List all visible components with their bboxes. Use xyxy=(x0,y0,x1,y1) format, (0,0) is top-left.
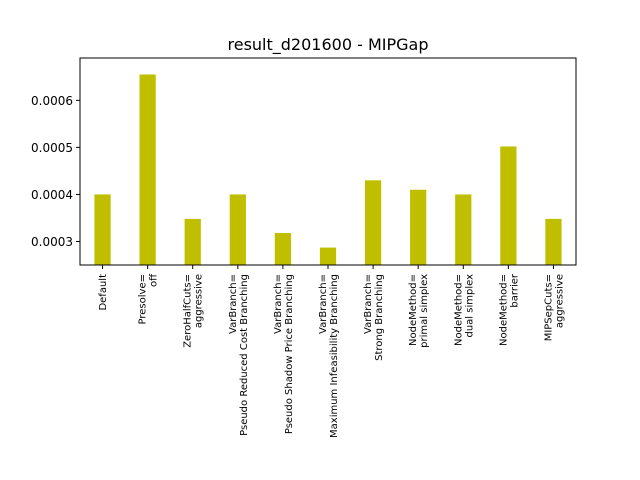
bar-9 xyxy=(500,146,517,265)
x-tick-label-line: NodeMethod= xyxy=(498,274,509,346)
bar-8 xyxy=(455,194,472,265)
x-tick-label: Presolve=off xyxy=(138,273,160,325)
x-tick-label-line: Presolve= xyxy=(138,274,149,324)
x-tick-label-line: VarBranch= xyxy=(318,274,329,334)
x-tick-label-line: off xyxy=(149,273,160,287)
x-tick-label: NodeMethod=primal simplex xyxy=(408,274,430,348)
x-tick-label-line: barrier xyxy=(509,273,520,307)
x-tick-label-line: MIPSepCuts= xyxy=(543,274,554,341)
bar-6 xyxy=(364,180,382,265)
x-tick-label-line: dual simplex xyxy=(464,274,475,338)
bar-7 xyxy=(410,189,427,265)
x-tick-label-line: aggressive xyxy=(194,274,205,328)
x-tick-label-line: Pseudo Reduced Cost Branching xyxy=(239,274,250,436)
x-tick-label-line: VarBranch= xyxy=(228,274,239,334)
x-tick-label-line: aggressive xyxy=(554,274,565,328)
bar-3 xyxy=(229,194,246,265)
bar-2 xyxy=(184,218,201,265)
x-tick-label: Default xyxy=(98,274,109,311)
x-tick-label-line: NodeMethod= xyxy=(453,274,464,346)
y-tick-label: 0.0003 xyxy=(31,235,73,249)
bar-4 xyxy=(274,233,292,265)
bar-0 xyxy=(94,194,111,265)
x-tick-label-line: Maximum Infeasibility Branching xyxy=(329,274,340,438)
y-tick-label: 0.0004 xyxy=(31,188,73,202)
x-tick-label-line: VarBranch= xyxy=(273,274,284,334)
x-tick-label-line: Pseudo Shadow Price Branching xyxy=(284,274,295,434)
x-tick-label-line: NodeMethod= xyxy=(408,274,419,346)
x-tick-label-line: VarBranch= xyxy=(363,274,374,334)
x-tick-label-line: Strong Branching xyxy=(374,274,385,361)
x-tick-label: VarBranch=Strong Branching xyxy=(363,274,385,361)
x-tick-label: NodeMethod=barrier xyxy=(498,273,520,346)
x-tick-label: NodeMethod=dual simplex xyxy=(453,274,475,346)
x-tick-label: MIPSepCuts=aggressive xyxy=(543,274,565,341)
x-axis: Default Presolve=off ZeroHalfCuts=aggressi… xyxy=(98,265,565,438)
x-tick-label: VarBranch=Pseudo Reduced Cost Branching xyxy=(228,274,250,436)
plot-frame xyxy=(79,57,577,266)
y-axis: 0.0003 0.0004 0.0005 0.0006 xyxy=(31,94,80,249)
y-tick-label: 0.0006 xyxy=(31,94,73,108)
x-tick-label-line: Default xyxy=(98,274,109,311)
y-tick-label: 0.0005 xyxy=(31,141,73,155)
bar-1 xyxy=(139,74,156,265)
x-tick-label-line: ZeroHalfCuts= xyxy=(183,274,194,348)
x-tick-label: VarBranch=Pseudo Shadow Price Branching xyxy=(273,274,295,434)
bar-10 xyxy=(545,218,562,265)
bars-group xyxy=(94,74,562,265)
x-tick-label: VarBranch=Maximum Infeasibility Branchin… xyxy=(318,274,340,438)
bar-5 xyxy=(319,247,337,265)
x-tick-label-line: primal simplex xyxy=(419,274,430,348)
x-tick-label: ZeroHalfCuts=aggressive xyxy=(183,274,205,348)
chart-title: result_d201600 - MIPGap xyxy=(228,35,429,55)
